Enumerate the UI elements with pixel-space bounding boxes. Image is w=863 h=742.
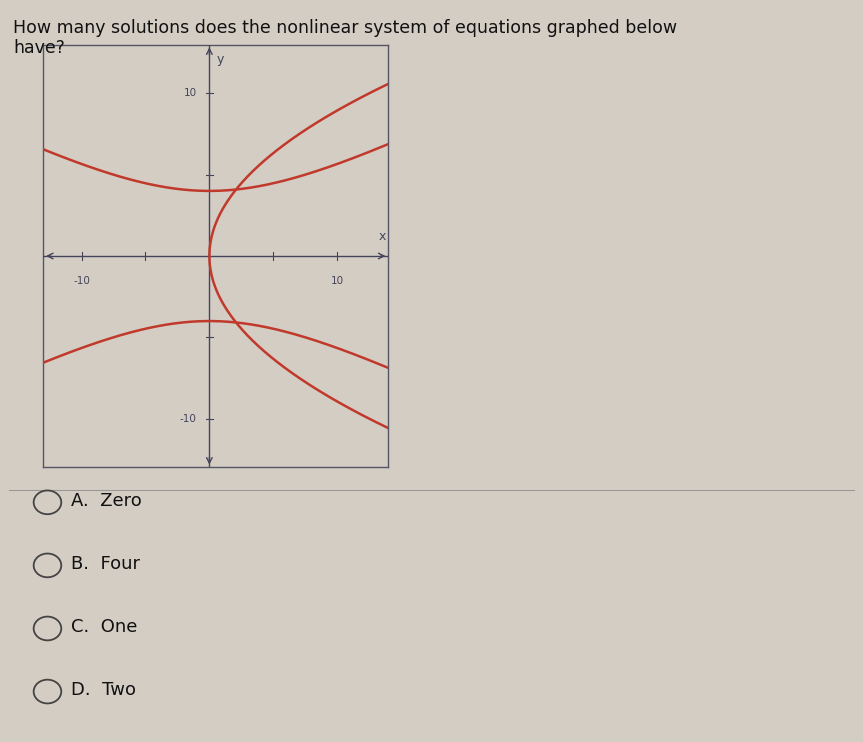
Text: 10: 10: [331, 275, 343, 286]
Text: have?: have?: [13, 39, 65, 56]
Text: x: x: [378, 230, 386, 243]
Text: C.  One: C. One: [71, 618, 137, 636]
Text: y: y: [217, 53, 224, 65]
Text: -10: -10: [180, 413, 197, 424]
Text: How many solutions does the nonlinear system of equations graphed below: How many solutions does the nonlinear sy…: [13, 19, 677, 36]
Text: -10: -10: [73, 275, 90, 286]
Text: A.  Zero: A. Zero: [71, 492, 142, 510]
Text: B.  Four: B. Four: [71, 555, 140, 573]
Text: D.  Two: D. Two: [71, 681, 135, 699]
Text: 10: 10: [184, 88, 197, 99]
